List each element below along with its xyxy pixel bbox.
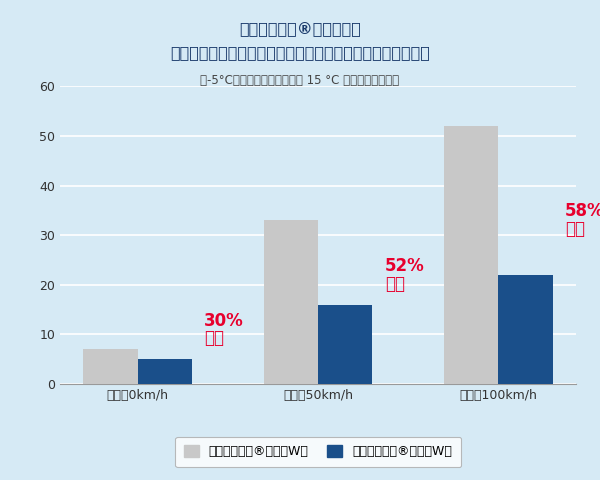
Text: 削減: 削減 [565, 220, 585, 238]
Text: 52%: 52% [385, 257, 425, 275]
Text: （-5°Cの環境下で表面温度を 15 °C に保持した場合）: （-5°Cの環境下で表面温度を 15 °C に保持した場合） [200, 74, 400, 87]
Text: 30%: 30% [205, 312, 244, 329]
Bar [444, 126, 499, 384]
Text: 58%: 58% [565, 203, 600, 220]
Bar [499, 275, 553, 384]
Text: サンフォース®を利用した: サンフォース®を利用した [239, 22, 361, 36]
Text: 削減: 削減 [385, 275, 405, 293]
Legend: サンフォース®なし（W）, サンフォース®あり（W）: サンフォース®なし（W）, サンフォース®あり（W） [175, 436, 461, 467]
Text: 削減: 削減 [205, 329, 224, 348]
Bar [83, 349, 137, 384]
Bar [264, 220, 318, 384]
Bar [318, 305, 372, 384]
Text: 断熱構造の有無による消費電力シミュレーション結果の比較: 断熱構造の有無による消費電力シミュレーション結果の比較 [170, 46, 430, 60]
Bar [137, 359, 192, 384]
